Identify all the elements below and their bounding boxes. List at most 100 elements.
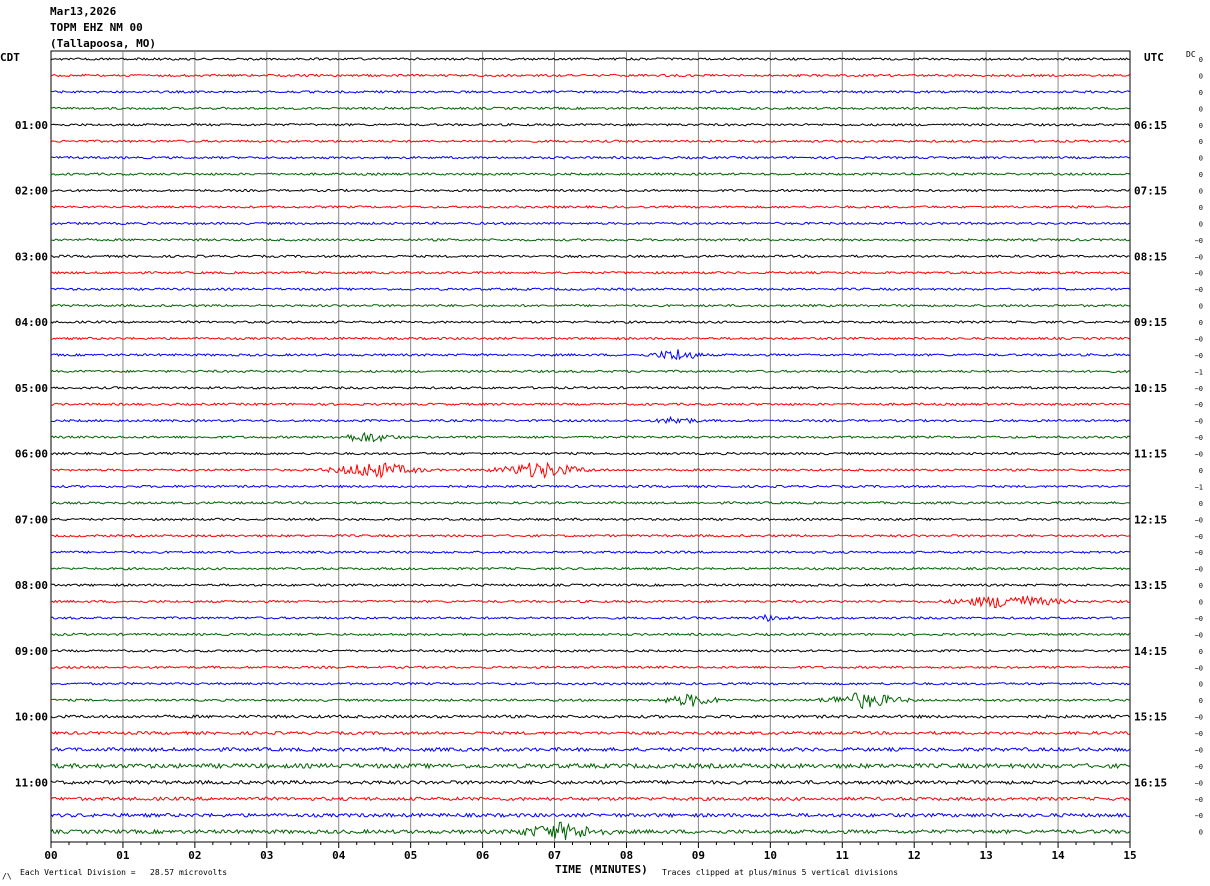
dc-offset-label: 0 [1199,697,1203,705]
dc-offset-label: 0 [1199,56,1203,64]
right-time-label: 15:15 [1134,711,1167,724]
trace-32 [50,583,1130,588]
dc-offset-label: −0 [1195,418,1203,426]
x-axis-title: TIME (MINUTES) [555,863,648,876]
right-timezone: UTC [1144,51,1164,64]
trace-26 [50,484,1130,489]
x-tick-label: 07 [548,849,561,862]
trace-44 [50,779,1130,786]
left-time-label: 10:00 [15,711,48,724]
trace-25 [50,461,1130,479]
trace-18 [50,349,1130,361]
trace-19 [50,369,1130,374]
trace-23 [50,431,1130,443]
trace-47 [50,821,1130,840]
trace-7 [50,172,1130,176]
left-time-label: 04:00 [15,316,48,329]
trace-21 [50,402,1130,407]
x-tick-label: 11 [836,849,850,862]
trace-13 [50,270,1130,275]
trace-17 [50,336,1130,341]
dc-offset-label: 0 [1199,138,1203,146]
right-time-label: 14:15 [1134,645,1167,658]
x-tick-label: 05 [404,849,417,862]
trace-37 [50,665,1130,670]
header-location: (Tallapoosa, MO) [50,37,156,50]
dc-offset-label: 0 [1199,72,1203,80]
dc-label: DC [1186,50,1196,59]
right-time-label: 07:15 [1134,185,1167,198]
x-tick-label: 04 [332,849,346,862]
dc-offset-label: 0 [1199,319,1203,327]
trace-3 [50,106,1130,111]
x-tick-label: 00 [44,849,57,862]
right-time-label: 11:15 [1134,448,1167,461]
left-time-label: 01:00 [15,119,48,132]
trace-10 [50,221,1130,226]
dc-offset-label: −0 [1195,434,1203,442]
dc-offset-label: 0 [1199,467,1203,475]
dc-offset-label: −0 [1195,664,1203,672]
plot-frame [50,50,1131,843]
trace-31 [50,566,1130,571]
dc-offset-label: −0 [1195,631,1203,639]
dc-offset-label: 0 [1199,89,1203,97]
x-tick-label: 02 [188,849,201,862]
trace-2 [50,89,1130,94]
trace-5 [50,139,1130,144]
right-time-label: 09:15 [1134,316,1167,329]
dc-offset-label: −0 [1195,270,1203,278]
trace-41 [50,730,1130,736]
dc-offset-label: 0 [1199,303,1203,311]
trace-30 [50,550,1130,555]
dc-offset-label: 0 [1199,105,1203,113]
corner-mark: /\ [2,872,12,881]
dc-offset-label: −0 [1195,746,1203,754]
dc-offset-label: −0 [1195,352,1203,360]
trace-4 [50,122,1130,127]
left-time-label: 11:00 [15,776,48,789]
dc-offset-label: −0 [1195,516,1203,524]
trace-46 [50,812,1130,819]
dc-offset-label: 0 [1199,829,1203,837]
dc-offset-label: −0 [1195,812,1203,820]
dc-offset-label: 0 [1199,220,1203,228]
trace-6 [50,155,1130,160]
trace-38 [50,681,1130,686]
dc-offset-label: −0 [1195,533,1203,541]
right-time-label: 13:15 [1134,579,1167,592]
dc-offset-label: 0 [1199,599,1203,607]
trace-45 [50,796,1130,802]
trace-8 [50,188,1130,193]
x-tick-label: 09 [692,849,705,862]
trace-0 [50,57,1130,61]
dc-offset-label: −0 [1195,566,1203,574]
dc-offset-label: 0 [1199,648,1203,656]
dc-offset-label: −0 [1195,401,1203,409]
trace-42 [50,746,1130,753]
dc-offset-label: 0 [1199,500,1203,508]
right-time-label: 10:15 [1134,382,1167,395]
dc-offset-label: −1 [1195,483,1203,491]
trace-20 [50,385,1130,390]
dc-offset-label: −0 [1195,253,1203,261]
dc-offset-label: −0 [1195,615,1203,623]
dc-offset-label: 0 [1199,171,1203,179]
x-tick-label: 08 [620,849,633,862]
x-tick-label: 15 [1123,849,1136,862]
dc-offset-label: −0 [1195,714,1203,722]
trace-12 [50,254,1130,259]
trace-9 [50,205,1130,209]
x-tick-label: 01 [116,849,130,862]
dc-offset-label: 0 [1199,204,1203,212]
dc-offset-label: 0 [1199,582,1203,590]
header-station: TOPM EHZ NM 00 [50,21,143,34]
left-timezone: CDT [0,51,20,64]
x-tick-label: 13 [980,849,993,862]
left-time-label: 05:00 [15,382,48,395]
x-tick-label: 14 [1051,849,1065,862]
scale-note: Each Vertical Division = 28.57 microvolt… [20,868,228,877]
dc-offset-label: 0 [1199,122,1203,130]
dc-offset-label: 0 [1199,155,1203,163]
